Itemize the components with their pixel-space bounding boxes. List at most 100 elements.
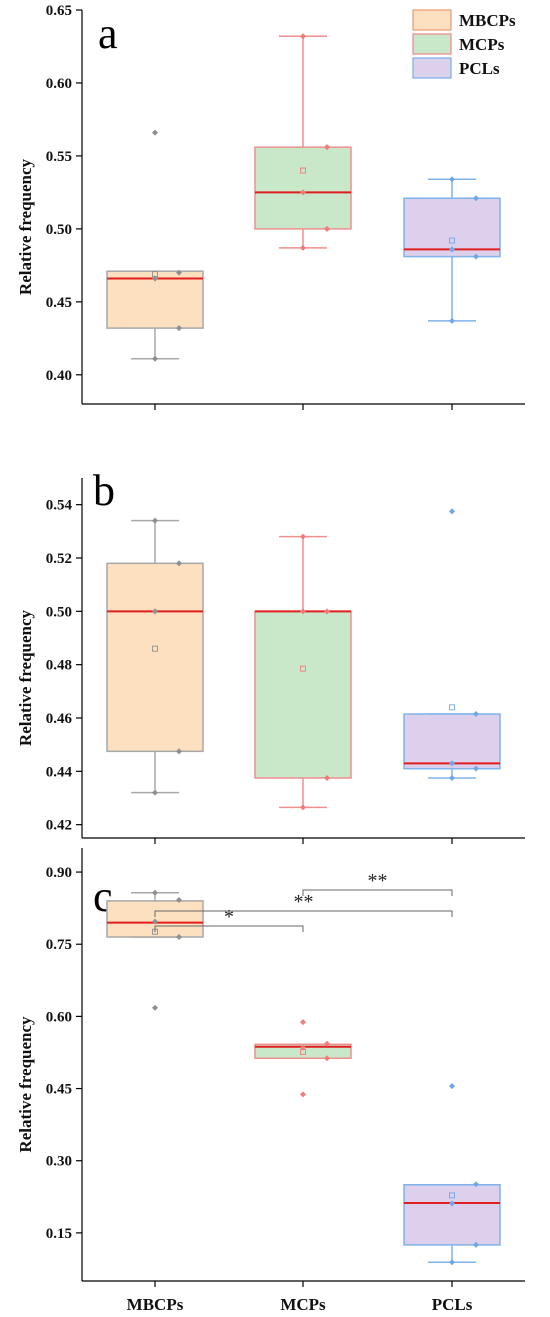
data-point — [449, 508, 455, 515]
significance-label: ** — [368, 870, 388, 892]
significance-bracket: ** — [302, 870, 453, 896]
significance-bracket: * — [154, 906, 304, 932]
y-tick-label: 0.30 — [46, 1154, 72, 1170]
box-iqr — [403, 1184, 501, 1246]
x-tick-label: MBCPs — [127, 1295, 184, 1314]
data-point — [152, 889, 158, 896]
y-tick-label: 0.55 — [46, 149, 72, 165]
data-point — [324, 225, 330, 232]
data-point — [473, 1241, 479, 1248]
legend-label: MCPs — [459, 35, 505, 54]
legend-label: PCLs — [459, 59, 500, 78]
y-tick-label: 0.54 — [46, 498, 73, 514]
data-point — [449, 317, 455, 324]
data-point — [152, 129, 158, 136]
legend-item-MBCPs: MBCPs — [412, 9, 516, 31]
box-MCPs — [254, 1019, 352, 1098]
data-point — [300, 189, 306, 196]
legend-swatch — [412, 9, 452, 31]
data-point — [300, 33, 306, 40]
y-tick-label: 0.48 — [46, 658, 72, 674]
box-iqr — [254, 610, 352, 779]
chart-panel-b: 0.42 0.44 0.46 0.48 0.50 0.52 0.54 Relative fre… — [16, 478, 525, 844]
legend-label: MBCPs — [459, 11, 516, 30]
x-tick-label: MCPs — [280, 1295, 326, 1314]
mean-marker — [449, 237, 455, 244]
data-point — [449, 1259, 455, 1266]
box-iqr — [254, 146, 352, 230]
mean-marker — [300, 167, 306, 174]
data-point — [300, 244, 306, 251]
box-MBCPs — [106, 889, 204, 1011]
data-point — [473, 765, 479, 772]
data-point — [449, 246, 455, 253]
data-point — [300, 608, 306, 615]
data-point — [176, 896, 182, 903]
box-PCLs — [403, 176, 501, 324]
bracket-line — [302, 889, 453, 896]
box-MBCPs — [106, 517, 204, 796]
data-point — [152, 1004, 158, 1011]
box-iqr — [254, 1043, 352, 1059]
data-point — [449, 775, 455, 781]
y-tick-label: 0.15 — [46, 1226, 72, 1242]
mean-marker — [449, 1192, 455, 1199]
legend: MBCPs MCPs PCLs — [412, 9, 516, 79]
data-point — [300, 1091, 306, 1098]
chart-panel-a: 0.40 0.45 0.50 0.55 0.60 0.65 Relative frequen… — [16, 3, 525, 410]
data-point — [152, 789, 158, 796]
data-point — [324, 608, 330, 615]
data-point — [300, 1019, 306, 1026]
legend-swatch — [412, 33, 452, 55]
y-tick-label: 0.44 — [46, 764, 73, 780]
y-tick-label: 0.46 — [46, 711, 73, 727]
data-point — [176, 934, 182, 941]
data-point — [152, 608, 158, 615]
x-tick-label: PCLs — [432, 1295, 473, 1314]
bracket-line — [154, 910, 453, 917]
mean-marker — [449, 704, 455, 711]
y-tick-label: 0.60 — [46, 76, 72, 92]
y-tick-label: 0.50 — [46, 604, 72, 620]
data-point — [449, 1083, 455, 1090]
box-PCLs — [403, 1083, 501, 1266]
data-point — [176, 748, 182, 755]
y-tick-label: 0.60 — [46, 1009, 72, 1025]
y-tick-label: 0.52 — [46, 551, 72, 567]
y-tick-label: 0.90 — [46, 865, 72, 881]
data-point — [324, 144, 330, 151]
data-point — [300, 804, 306, 811]
box-iqr — [403, 713, 501, 770]
legend-item-MCPs: MCPs — [412, 33, 505, 55]
y-tick-label: 0.40 — [46, 368, 72, 384]
y-tick-label: 0.45 — [46, 1082, 72, 1098]
y-tick-label: 0.50 — [46, 222, 72, 238]
data-point — [324, 1040, 330, 1047]
y-axis-title: Relative frequency — [16, 1016, 35, 1153]
y-axis-title: Relative frequency — [16, 158, 35, 295]
bracket-line — [154, 925, 304, 932]
box-iqr — [106, 562, 204, 753]
data-point — [449, 1200, 455, 1207]
data-point — [176, 269, 182, 276]
data-point — [473, 253, 479, 260]
mean-marker — [300, 665, 306, 672]
box-MBCPs — [106, 129, 204, 362]
data-point — [473, 195, 479, 202]
y-tick-label: 0.42 — [46, 818, 72, 834]
data-point — [449, 760, 455, 767]
data-point — [449, 176, 455, 183]
panel-letter-a: a — [98, 9, 118, 58]
chart-panel-c: 0.15 0.30 0.45 0.60 0.75 0.90 MBCPs MCPs PCLs Rel… — [16, 848, 525, 1314]
data-point — [152, 275, 158, 282]
data-point — [300, 1044, 306, 1051]
data-point — [152, 355, 158, 362]
data-point — [473, 1181, 479, 1188]
data-point — [473, 711, 479, 717]
legend-swatch — [412, 57, 452, 79]
significance-bracket: ** — [154, 891, 453, 917]
data-point — [300, 533, 306, 540]
y-tick-label: 0.65 — [46, 3, 72, 19]
box-MCPs — [254, 533, 352, 811]
